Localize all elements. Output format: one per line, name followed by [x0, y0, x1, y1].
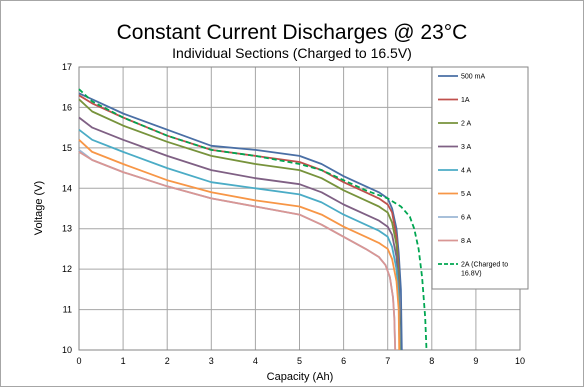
y-tick-label: 10 [62, 345, 72, 355]
x-tick-label: 0 [76, 356, 81, 366]
chart-subtitle: Individual Sections (Charged to 16.5V) [172, 45, 412, 61]
series-line-5-a [78, 139, 401, 351]
x-tick-label: 8 [429, 356, 434, 366]
legend-label: 4 A [461, 168, 471, 175]
y-tick-label: 12 [62, 264, 72, 274]
series-line-6-a [78, 149, 397, 351]
x-tick-label: 5 [297, 356, 302, 366]
x-tick-label: 3 [209, 356, 214, 366]
chart-title: Constant Current Discharges @ 23°C [117, 21, 468, 44]
legend-label: 1A [461, 97, 470, 104]
y-tick-label: 15 [62, 143, 72, 153]
legend-label: 6 A [461, 215, 471, 222]
x-tick-label: 1 [121, 356, 126, 366]
legend-box [431, 66, 529, 290]
series-line-500-ma [78, 92, 403, 351]
legend-label: 5 A [461, 191, 471, 198]
series-line-1a [78, 94, 401, 351]
y-tick-label: 11 [63, 305, 72, 315]
x-tick-label: 10 [515, 356, 525, 366]
y-tick-label: 17 [62, 62, 72, 72]
x-tick-label: 4 [253, 356, 258, 366]
x-tick-label: 6 [341, 356, 346, 366]
y-axis-ticks: 10 11 12 13 14 15 16 17 [62, 62, 72, 355]
series-line-3-a [78, 116, 401, 351]
legend-label: 8 A [461, 238, 471, 245]
y-tick-label: 13 [62, 224, 72, 234]
series-line-2a-charged-to-16-8v [78, 88, 428, 351]
x-tick-label: 2 [165, 356, 170, 366]
legend-label: 2 A [461, 121, 471, 128]
y-axis-label: Voltage (V) [33, 181, 45, 235]
x-tick-label: 9 [473, 356, 478, 366]
series-lines [78, 88, 428, 351]
series-line-4-a [78, 128, 401, 351]
x-tick-label: 7 [385, 356, 390, 366]
legend-label: 3 A [461, 144, 471, 151]
series-line-8-a [78, 151, 397, 351]
legend: 500 mA 1A 2 A 3 A 4 A 5 A 6 A 8 A 2A (Charged to… [438, 74, 508, 278]
legend-label: 2A (Charged to 16.8V) [461, 262, 508, 278]
y-tick-label: 16 [62, 102, 72, 112]
y-tick-label: 14 [62, 183, 72, 193]
x-axis-ticks: 0 1 2 3 4 5 6 7 8 9 10 [76, 356, 525, 366]
legend-label: 500 mA [461, 74, 485, 81]
series-line-2-a [78, 98, 401, 351]
x-axis-label: Capacity (Ah) [267, 371, 334, 383]
